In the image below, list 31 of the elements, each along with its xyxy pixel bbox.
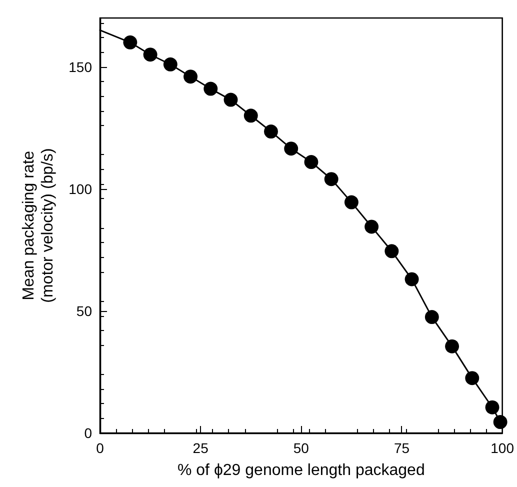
point: [465, 371, 480, 386]
point: [184, 70, 198, 84]
point: [364, 220, 379, 234]
x-tick-label: 50: [293, 440, 310, 456]
x-tick-label: 25: [192, 440, 209, 456]
point: [324, 172, 338, 186]
point: [123, 35, 138, 50]
point: [224, 92, 238, 107]
x-axis-title: % of ϕ29 genome length packaged: [177, 462, 425, 479]
y-tick-label: 50: [76, 302, 92, 319]
y-tick-label: 150: [68, 58, 92, 75]
point: [284, 142, 298, 156]
point: [304, 155, 318, 170]
point: [384, 244, 399, 258]
point: [163, 57, 178, 72]
point: [485, 400, 500, 414]
point: [204, 82, 218, 96]
point: [244, 108, 258, 123]
y-axis-title: Mean packaging rate (motor velocity) (bp/s): [20, 148, 57, 303]
x-tick-label: 0: [96, 440, 104, 456]
point: [143, 48, 158, 62]
y-tick-label: 0: [84, 425, 92, 441]
point: [404, 272, 419, 286]
point: [264, 124, 278, 139]
point: [493, 415, 508, 430]
x-tick-label: 75: [394, 440, 410, 456]
y-tick-label: 100: [68, 180, 92, 197]
point: [445, 339, 460, 354]
point: [344, 195, 358, 210]
point: [424, 310, 439, 324]
x-tick-label: 100: [490, 440, 514, 456]
